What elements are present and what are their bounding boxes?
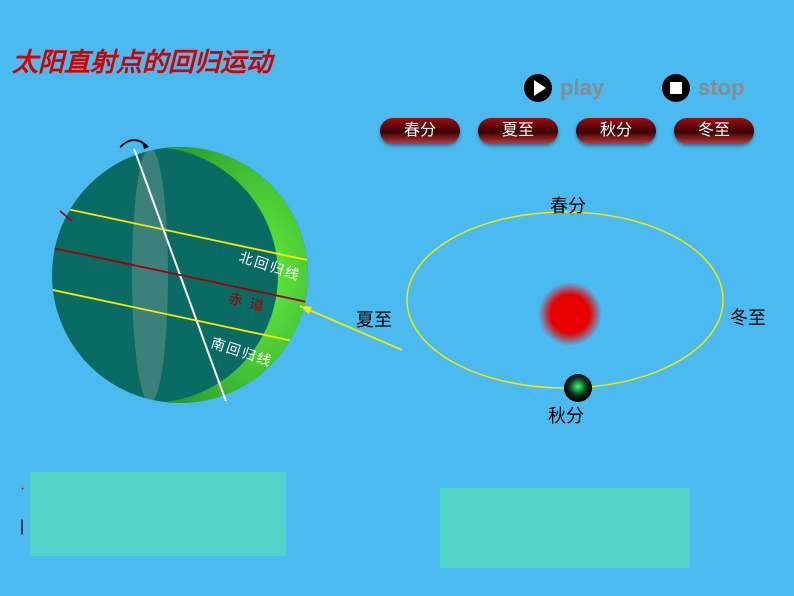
label-equator: 赤 道 xyxy=(226,288,268,317)
play-label: play xyxy=(560,75,604,101)
season-button-winter[interactable]: 冬至 xyxy=(674,118,754,144)
label-north-tropic: 北回归线 xyxy=(236,247,303,286)
orbit-label-summer: 夏至 xyxy=(356,306,392,332)
bottom-box-left xyxy=(30,472,286,556)
orbit-label-autumn: 秋分 xyxy=(548,402,584,428)
stop-icon xyxy=(662,74,690,102)
page-title: 太阳直射点的回归运动 xyxy=(12,42,272,79)
season-button-spring[interactable]: 春分 xyxy=(380,118,460,144)
truncated-text-a: · xyxy=(20,480,25,498)
bottom-box-right xyxy=(440,488,690,568)
play-button[interactable]: play xyxy=(524,74,604,102)
stop-button[interactable]: stop xyxy=(662,74,744,102)
orbit-label-winter: 冬至 xyxy=(730,304,766,330)
season-button-summer[interactable]: 夏至 xyxy=(478,118,558,144)
truncated-text-b: | xyxy=(20,518,24,536)
season-button-autumn[interactable]: 秋分 xyxy=(576,118,656,144)
label-south-tropic: 南回归线 xyxy=(208,333,275,372)
orbit-label-spring: 春分 xyxy=(550,192,586,218)
stop-label: stop xyxy=(698,75,744,101)
play-icon xyxy=(524,74,552,102)
stage: 太阳直射点的回归运动 play stop 春分 夏至 秋分 冬至 北回归线 赤 … xyxy=(0,0,794,596)
